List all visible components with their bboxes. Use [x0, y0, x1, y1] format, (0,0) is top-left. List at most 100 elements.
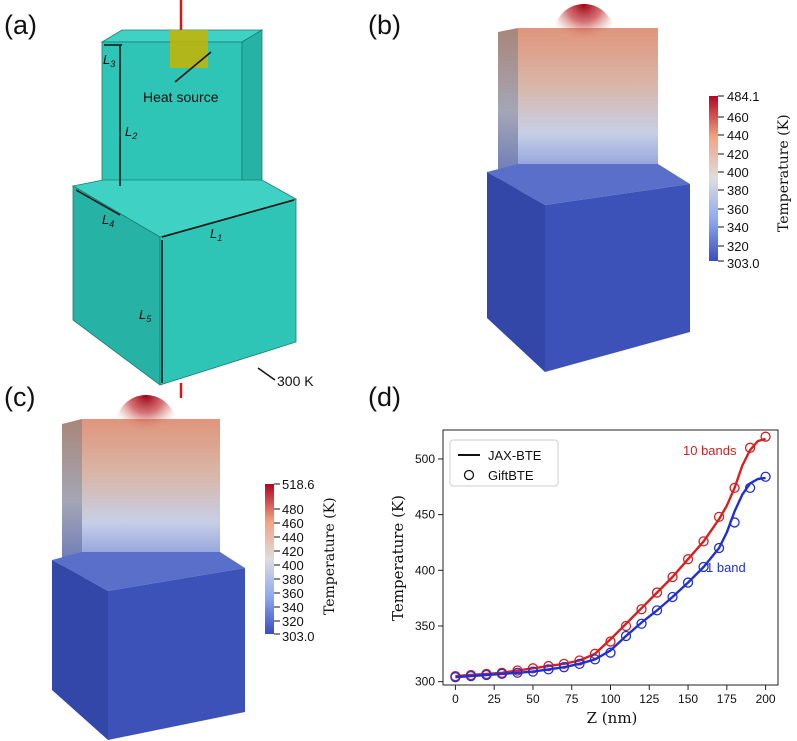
dim-l2-label: L2 [125, 124, 137, 141]
heat-source-patch [170, 30, 208, 68]
legend-entry-giftbte: GiftBTE [488, 468, 534, 483]
x-tick-label: 75 [565, 692, 579, 706]
dimension-labels: L3 L2 L4 L1 L5 [102, 52, 222, 324]
data-point-1-band [729, 517, 740, 528]
dim-l3-label: L3 [103, 52, 115, 69]
heat-source-label: Heat source [143, 89, 219, 105]
x-tick-label: 125 [639, 692, 659, 706]
dim-l4-label: L4 [102, 212, 114, 229]
colorbar-c-min: 303.0 [282, 629, 315, 644]
colorbar-b-tick: 460 [727, 110, 749, 125]
colorbar-b-tick: 440 [727, 128, 749, 143]
x-tick-label: 25 [488, 692, 502, 706]
dimension-arrows [75, 44, 295, 383]
data-point-1-band [543, 664, 554, 675]
colorbar-c-tick: 320 [282, 614, 304, 629]
data-point-10-bands [636, 604, 647, 615]
colorbar-b-tick: 360 [727, 202, 749, 217]
hot-spot-b [554, 4, 614, 64]
panel-c: (c) 518.6 480 460 440 420 400 380 360 34… [4, 382, 338, 740]
base-b-left [487, 172, 545, 372]
colorbar-c-ticks: 518.6 480 460 440 420 400 380 360 340 32… [274, 477, 315, 644]
y-tick-label: 350 [415, 619, 435, 633]
y-axis-title: Temperature (K) [389, 495, 407, 621]
annotation-10-bands: 10 bands [683, 443, 737, 458]
data-point-10-bands [682, 554, 694, 565]
data-point-1-band [450, 672, 461, 683]
x-tick-label: 0 [452, 692, 459, 706]
y-axis-ticks: 300 350 400 450 500 [415, 452, 443, 689]
base-c-top [52, 552, 245, 591]
data-point-1-band [620, 630, 632, 642]
data-point-1-band [682, 577, 694, 588]
data-point-1-band [512, 667, 523, 678]
colorbar-c-tick: 360 [282, 586, 304, 601]
data-point-1-band [713, 542, 725, 554]
data-point-10-bands [651, 587, 663, 598]
data-point-10-bands [713, 511, 725, 523]
colorbar-b-max: 484.1 [727, 89, 760, 104]
pillar-side-face [241, 29, 263, 186]
colorbar-b-tick: 320 [727, 239, 749, 254]
data-point-10-bands [760, 431, 771, 442]
data-point-10-bands [729, 482, 740, 494]
data-point-1-band [760, 471, 771, 482]
base-c-left [52, 560, 108, 740]
colorbar-c-tick: 480 [282, 502, 304, 517]
y-tick-label: 300 [415, 675, 435, 689]
dim-l5-label: L5 [139, 307, 152, 324]
panel-b-label: (b) [368, 10, 401, 40]
plot-series [450, 431, 771, 683]
data-point-1-band [574, 658, 585, 669]
data-point-10-bands [667, 571, 678, 583]
colorbar-c-tick: 420 [282, 544, 304, 559]
x-tick-label: 150 [678, 692, 698, 706]
colorbar-b-tick: 380 [727, 183, 749, 198]
hot-spot-c [116, 395, 176, 455]
y-tick-label: 450 [415, 508, 435, 522]
data-point-1-band [496, 668, 508, 680]
legend-entry-jax-bte: JAX-BTE [488, 448, 542, 463]
data-point-10-bands [698, 536, 709, 547]
panel-d: (d) 0 25 50 75 100 125 150 175 200 300 350 400 450 5… [368, 382, 779, 727]
colorbar-b-tick: 400 [727, 165, 749, 180]
series-line-1-band [455, 476, 766, 679]
data-point-1-band [651, 605, 663, 616]
y-tick-label: 500 [415, 452, 435, 466]
pillar-c-side [62, 419, 82, 584]
colorbar-b-min: 303.0 [727, 256, 760, 271]
panel-c-label: (c) [4, 382, 35, 412]
colorbar-b [709, 96, 718, 261]
data-point-10-bands [605, 636, 616, 647]
data-point-10-bands [620, 620, 632, 632]
dim-l1-label: L1 [210, 226, 222, 243]
data-point-1-band [589, 654, 601, 665]
y-tick-label: 400 [415, 563, 435, 577]
x-tick-label: 100 [600, 692, 620, 706]
x-tick-label: 50 [526, 692, 540, 706]
colorbar-b-title: Temperature (K) [776, 114, 792, 232]
annotation-1-band: 1 band [706, 560, 746, 575]
colorbar-c-tick: 440 [282, 530, 304, 545]
colorbar-b-tick: 340 [727, 220, 749, 235]
panel-b: (b) 484.1 460 440 420 400 380 360 340 32… [368, 4, 792, 372]
data-point-1-band [744, 482, 756, 494]
base-b-top [487, 164, 690, 205]
data-point-1-band [667, 591, 678, 603]
legend-marker-swatch [463, 469, 475, 481]
data-point-1-band [481, 669, 492, 681]
x-axis-title: Z (nm) [587, 709, 638, 727]
legend-box [449, 439, 559, 487]
panel-a-label: (a) [4, 10, 37, 40]
pillar-c-front [82, 419, 220, 578]
x-tick-label: 175 [717, 692, 737, 706]
data-point-1-band [605, 647, 616, 658]
boundary-temp-label: 300 K [277, 373, 314, 389]
panel-d-label: (d) [368, 382, 401, 412]
colorbar-b-tick: 420 [727, 147, 749, 162]
pillar-b-front [518, 28, 658, 190]
pillar-b-side [498, 28, 518, 196]
colorbar-c-tick: 340 [282, 600, 304, 615]
colorbar-c [265, 484, 274, 634]
